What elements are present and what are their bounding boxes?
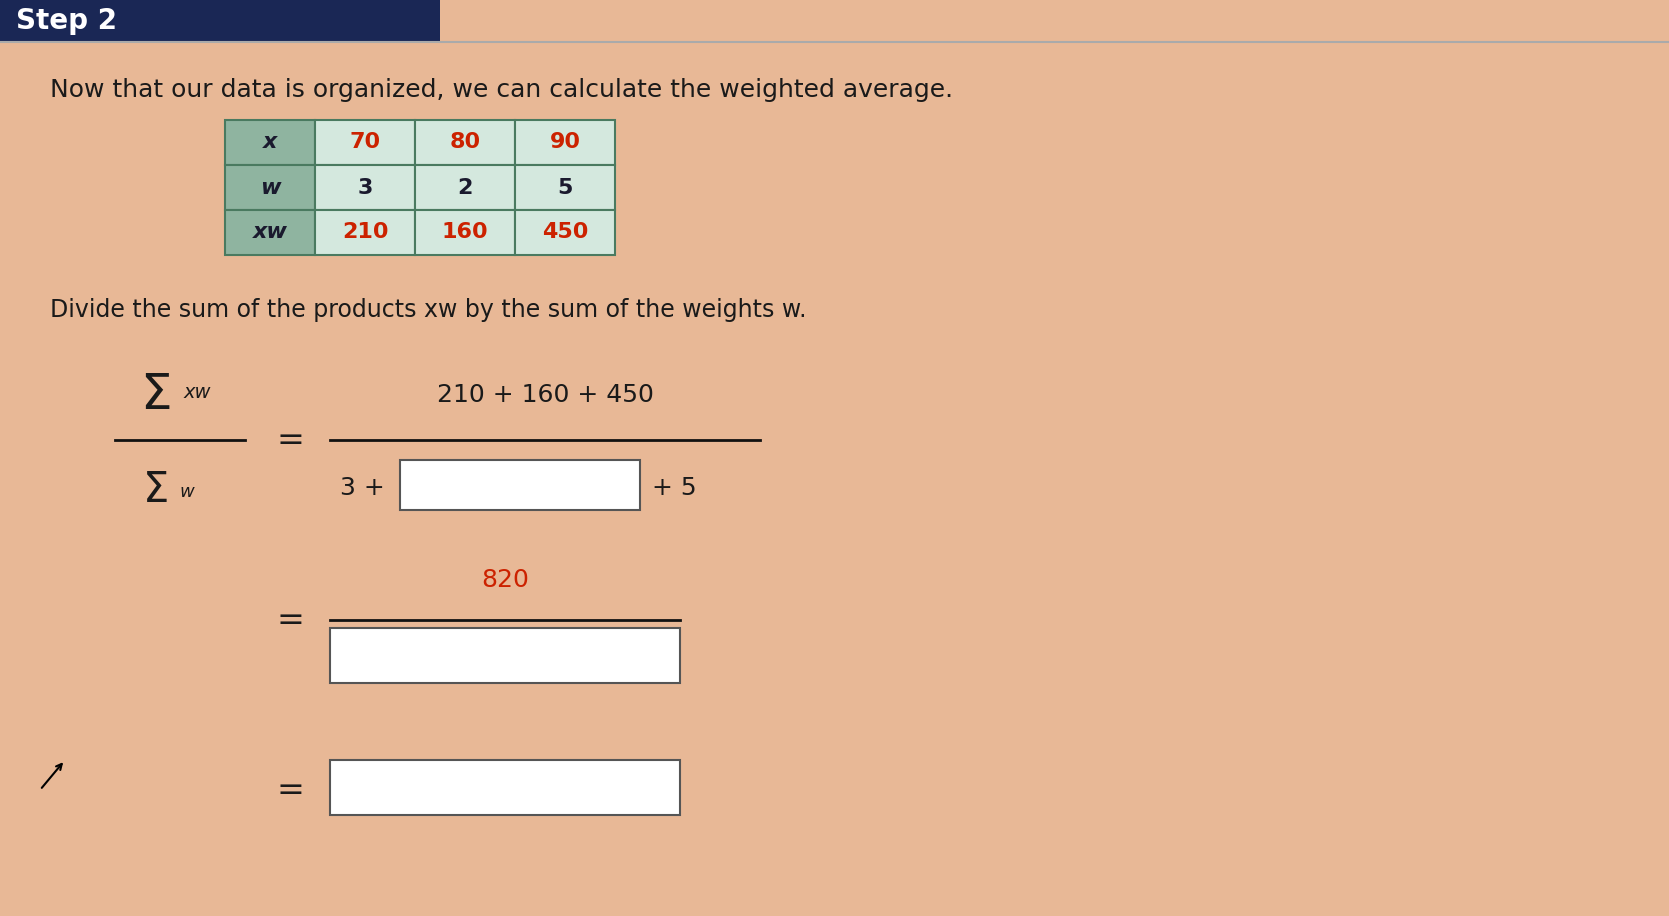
Text: Divide the sum of the products xw by the sum of the weights w.: Divide the sum of the products xw by the…	[50, 298, 806, 322]
Bar	[401, 460, 639, 510]
Text: 70: 70	[349, 133, 381, 152]
Text: xw: xw	[184, 383, 210, 401]
Text: 210: 210	[342, 223, 389, 243]
Bar	[315, 165, 416, 210]
Text: w: w	[260, 178, 280, 198]
Bar	[315, 210, 416, 255]
Text: x: x	[262, 133, 277, 152]
Text: $\Sigma$: $\Sigma$	[140, 371, 170, 419]
Text: =: =	[275, 423, 304, 456]
Text: $\Sigma$: $\Sigma$	[142, 469, 169, 511]
Bar	[315, 120, 416, 165]
Text: + 5: + 5	[653, 476, 696, 500]
Bar	[225, 165, 315, 210]
Text: 450: 450	[542, 223, 587, 243]
Bar	[225, 210, 315, 255]
Bar	[416, 120, 516, 165]
Bar	[516, 165, 614, 210]
Text: Step 2: Step 2	[17, 7, 117, 35]
Text: 3 +: 3 +	[340, 476, 386, 500]
Text: =: =	[275, 604, 304, 637]
Text: 90: 90	[549, 133, 581, 152]
Text: 2: 2	[457, 178, 472, 198]
Bar	[0, 0, 441, 42]
Text: 210 + 160 + 450: 210 + 160 + 450	[437, 383, 654, 407]
Bar	[416, 210, 516, 255]
Text: 160: 160	[442, 223, 489, 243]
Text: =: =	[275, 773, 304, 806]
Bar	[330, 628, 679, 683]
Text: Now that our data is organized, we can calculate the weighted average.: Now that our data is organized, we can c…	[50, 78, 953, 102]
Bar	[516, 210, 614, 255]
Text: w: w	[179, 483, 194, 501]
Text: xw: xw	[252, 223, 287, 243]
Text: 80: 80	[449, 133, 481, 152]
Text: 820: 820	[481, 568, 529, 592]
Text: 3: 3	[357, 178, 372, 198]
Bar	[330, 760, 679, 815]
Bar	[416, 165, 516, 210]
Text: 5: 5	[557, 178, 572, 198]
Bar	[225, 120, 315, 165]
Bar	[516, 120, 614, 165]
